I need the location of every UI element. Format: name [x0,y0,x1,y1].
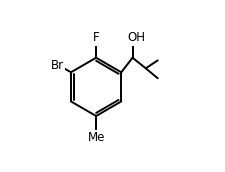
Text: Br: Br [50,58,64,72]
Text: F: F [93,31,99,44]
Text: OH: OH [128,31,146,44]
Text: Me: Me [88,131,105,144]
